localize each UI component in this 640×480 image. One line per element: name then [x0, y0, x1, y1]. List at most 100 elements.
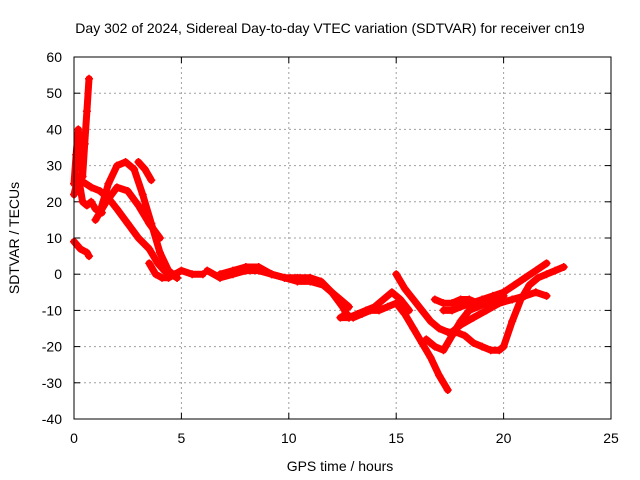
data-point — [495, 299, 504, 308]
data-point — [495, 346, 504, 355]
series-arc-6 — [95, 157, 182, 282]
data-point — [147, 176, 156, 185]
data-point — [74, 125, 83, 134]
data-point — [422, 335, 431, 344]
series-arc-7 — [134, 157, 156, 185]
data-point — [87, 183, 96, 192]
data-point — [525, 281, 534, 290]
data-point — [465, 306, 474, 315]
data-point — [123, 219, 132, 228]
data-point — [112, 183, 121, 192]
data-point — [400, 284, 409, 293]
data-point — [317, 277, 326, 286]
series-arc-12 — [340, 299, 452, 395]
data-point — [82, 107, 91, 116]
data-point — [340, 310, 349, 319]
data-point — [430, 342, 439, 351]
data-point — [405, 306, 414, 315]
data-point — [375, 306, 384, 315]
data-point — [426, 317, 435, 326]
data-point — [140, 165, 149, 174]
chart-title: Day 302 of 2024, Sidereal Day-to-day VTE… — [75, 20, 585, 36]
data-point — [521, 273, 530, 282]
data-point — [349, 313, 358, 322]
data-point — [72, 150, 81, 159]
data-point — [409, 295, 418, 304]
series-line — [70, 75, 93, 188]
data-point — [95, 186, 104, 195]
data-point — [145, 259, 154, 268]
x-axis-label: GPS time / hours — [287, 458, 394, 474]
data-point — [469, 313, 478, 322]
x-tick-label: 20 — [496, 430, 512, 446]
series-line — [96, 158, 181, 282]
data-point — [155, 248, 164, 257]
data-point — [508, 295, 517, 304]
data-point — [76, 244, 85, 253]
data-point — [82, 201, 91, 210]
y-tick-label: -30 — [42, 375, 62, 391]
y-tick-label: 60 — [46, 49, 62, 65]
data-point — [198, 270, 207, 279]
data-point — [76, 154, 85, 163]
data-point — [95, 208, 104, 217]
data-point — [417, 306, 426, 315]
data-point — [121, 157, 130, 166]
data-point — [426, 353, 435, 362]
data-point — [164, 266, 173, 275]
data-point — [170, 270, 179, 279]
data-point — [293, 273, 302, 282]
data-point — [267, 270, 276, 279]
data-point — [499, 288, 508, 297]
data-point — [469, 338, 478, 347]
data-point — [379, 295, 388, 304]
data-point — [188, 270, 197, 279]
data-point — [443, 386, 452, 395]
data-point — [400, 310, 409, 319]
data-point — [216, 270, 225, 279]
series-line — [70, 238, 93, 260]
data-point — [488, 291, 497, 300]
data-point — [147, 219, 156, 228]
data-point — [112, 161, 121, 170]
data-point — [138, 190, 147, 199]
data-point — [439, 346, 448, 355]
data-point — [542, 270, 551, 279]
data-point — [467, 299, 476, 308]
data-point — [409, 324, 418, 333]
data-point — [357, 310, 366, 319]
data-point — [542, 259, 551, 268]
data-point — [448, 328, 457, 337]
data-point — [280, 273, 289, 282]
data-point — [338, 302, 347, 311]
data-point — [456, 295, 465, 304]
x-tick-label: 0 — [70, 430, 78, 446]
data-point — [430, 295, 439, 304]
data-point — [104, 179, 113, 188]
data-point — [456, 320, 465, 329]
data-point — [439, 306, 448, 315]
y-axis-label: SDTVAR / TECUs — [6, 182, 22, 294]
y-tick-label: 0 — [54, 266, 62, 282]
data-point — [151, 270, 160, 279]
series-line — [500, 263, 568, 351]
y-tick-label: 50 — [46, 85, 62, 101]
y-tick-label: 40 — [46, 121, 62, 137]
x-tick-label: 10 — [281, 430, 297, 446]
data-point — [87, 197, 96, 206]
data-point — [510, 281, 519, 290]
data-point — [460, 331, 469, 340]
y-tick-label: -10 — [42, 302, 62, 318]
data-point — [164, 273, 173, 282]
data-point — [78, 197, 87, 206]
y-tick-label: 10 — [46, 230, 62, 246]
x-tick-label: 15 — [388, 430, 404, 446]
data-point — [177, 266, 186, 275]
data-point — [134, 157, 143, 166]
series-arc-1 — [70, 74, 94, 188]
data-point — [508, 317, 517, 326]
data-point — [145, 244, 154, 253]
data-point — [499, 342, 508, 351]
data-point — [203, 266, 212, 275]
y-tick-label: -20 — [42, 339, 62, 355]
